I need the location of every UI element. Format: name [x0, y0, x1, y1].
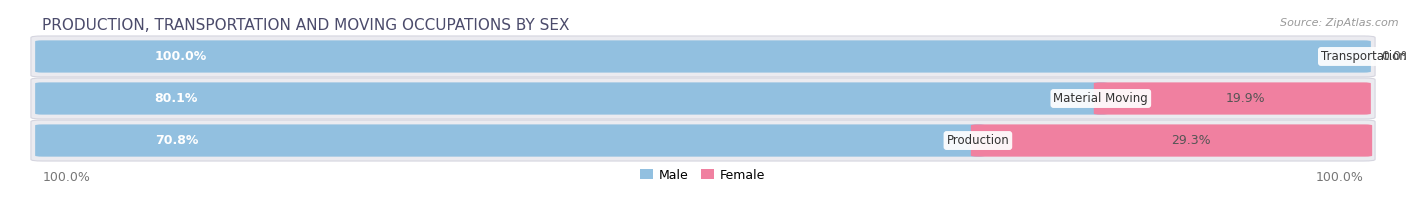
Text: 100.0%: 100.0%	[42, 171, 90, 184]
Text: Transportation: Transportation	[1322, 50, 1406, 63]
Text: 19.9%: 19.9%	[1226, 92, 1265, 105]
FancyBboxPatch shape	[31, 78, 1375, 119]
Text: Material Moving: Material Moving	[1053, 92, 1149, 105]
Text: Source: ZipAtlas.com: Source: ZipAtlas.com	[1281, 18, 1399, 28]
Text: Production: Production	[946, 134, 1010, 147]
Text: 100.0%: 100.0%	[1316, 171, 1364, 184]
Text: 100.0%: 100.0%	[155, 50, 207, 63]
FancyBboxPatch shape	[1094, 82, 1371, 115]
FancyBboxPatch shape	[31, 36, 1375, 77]
Text: 80.1%: 80.1%	[155, 92, 198, 105]
FancyBboxPatch shape	[31, 120, 1375, 161]
Text: 29.3%: 29.3%	[1171, 134, 1211, 147]
Legend: Male, Female: Male, Female	[636, 164, 770, 187]
Text: PRODUCTION, TRANSPORTATION AND MOVING OCCUPATIONS BY SEX: PRODUCTION, TRANSPORTATION AND MOVING OC…	[42, 18, 569, 33]
FancyBboxPatch shape	[35, 82, 1108, 115]
Text: 0.0%: 0.0%	[1381, 50, 1406, 63]
Text: 70.8%: 70.8%	[155, 134, 198, 147]
FancyBboxPatch shape	[35, 40, 1371, 72]
FancyBboxPatch shape	[972, 125, 1372, 157]
FancyBboxPatch shape	[35, 125, 986, 157]
